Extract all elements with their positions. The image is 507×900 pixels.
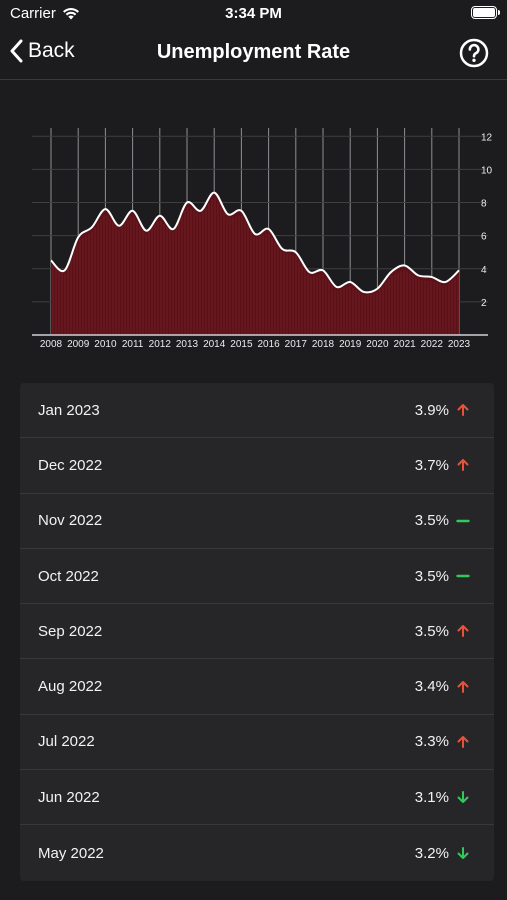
- wifi-icon: [62, 7, 79, 20]
- arrow-up-icon: [457, 680, 469, 693]
- dash-icon: [456, 574, 470, 578]
- y-tick-label: 4: [481, 265, 487, 276]
- list-item-value: 3.2%: [414, 844, 449, 862]
- list-item-value-group: 3.3%: [415, 733, 470, 750]
- back-button[interactable]: Back: [10, 39, 75, 63]
- x-tick-label: 2009: [67, 339, 90, 350]
- x-tick-label: 2020: [366, 339, 389, 350]
- list-item[interactable]: Nov 2022 3.5%: [20, 494, 494, 549]
- list-item-value: 3.3%: [414, 733, 449, 751]
- chevron-left-icon: [10, 39, 23, 63]
- arrow-down-icon: [457, 847, 469, 860]
- list-item-value-group: 3.5%: [415, 568, 470, 585]
- y-tick-label: 8: [481, 199, 487, 210]
- chart-area-hatching: [52, 197, 459, 335]
- list-item[interactable]: Jan 2023 3.9%: [20, 383, 494, 439]
- list-item-month: Dec 2022: [38, 456, 103, 474]
- x-tick-label: 2012: [149, 339, 172, 350]
- back-label: Back: [28, 39, 75, 62]
- status-bar: Carrier 3:34 PM: [0, 0, 507, 28]
- list-item-value: 3.7%: [414, 456, 449, 474]
- arrow-up-icon: [457, 735, 469, 748]
- list-item-month: Nov 2022: [38, 512, 103, 530]
- chart-area-fill: [51, 192, 459, 335]
- x-tick-label: 2021: [393, 339, 416, 350]
- list-item-value-group: 3.2%: [415, 845, 470, 862]
- list-item-value-group: 3.1%: [415, 789, 470, 806]
- arrow-down-icon: [457, 791, 469, 804]
- y-tick-label: 6: [481, 232, 487, 243]
- x-tick-label: 2018: [312, 339, 335, 350]
- arrow-up-icon: [457, 459, 469, 472]
- unemployment-chart: 2008 2009 2010 2011 2012 2013 2014 2015 2016 2017…: [32, 128, 493, 350]
- list-item-value: 3.9%: [414, 401, 449, 419]
- page-title: Unemployment Rate: [156, 41, 351, 63]
- navigation-bar: Back Unemployment Rate: [0, 28, 507, 80]
- chart-x-tick-labels: 2008 2009 2010 2011 2012 2013 2014 2015 2016 2017…: [40, 339, 471, 350]
- status-time: 3:34 PM: [225, 5, 282, 22]
- list-item-month: Jan 2023: [38, 401, 100, 419]
- list-item-value-group: 3.9%: [415, 402, 470, 419]
- arrow-up-icon: [457, 404, 469, 417]
- list-item-month: Jul 2022: [38, 733, 95, 751]
- x-tick-label: 2023: [448, 339, 471, 350]
- x-tick-label: 2011: [122, 339, 144, 350]
- list-item-value: 3.5%: [414, 622, 449, 640]
- list-item-value-group: 3.4%: [415, 678, 470, 695]
- x-tick-label: 2008: [40, 339, 63, 350]
- list-item[interactable]: Dec 2022 3.7%: [20, 438, 494, 494]
- carrier-label: Carrier: [10, 5, 56, 22]
- list-item-month: Oct 2022: [38, 567, 99, 585]
- list-item[interactable]: Aug 2022 3.4%: [20, 659, 494, 715]
- arrow-up-icon: [457, 625, 469, 638]
- x-tick-label: 2017: [285, 339, 308, 350]
- list-item-value: 3.5%: [414, 512, 449, 530]
- x-tick-label: 2022: [421, 339, 444, 350]
- list-item[interactable]: May 2022 3.2%: [20, 825, 494, 880]
- y-tick-label: 10: [481, 165, 493, 176]
- list-item-month: Sep 2022: [38, 622, 103, 640]
- list-item-value: 3.4%: [414, 678, 449, 696]
- battery-level: [473, 8, 495, 17]
- battery-icon: [471, 6, 500, 19]
- y-tick-label: 12: [481, 132, 493, 143]
- x-tick-label: 2019: [339, 339, 362, 350]
- list-item-month: May 2022: [38, 844, 104, 862]
- list-item-value: 3.5%: [414, 567, 449, 585]
- x-tick-label: 2013: [176, 339, 199, 350]
- list-item[interactable]: Jun 2022 3.1%: [20, 770, 494, 826]
- list-item[interactable]: Oct 2022 3.5%: [20, 549, 494, 605]
- list-item-value-group: 3.5%: [415, 512, 470, 529]
- y-tick-label: 2: [481, 298, 487, 309]
- help-button[interactable]: [459, 38, 489, 68]
- list-item-value-group: 3.7%: [415, 457, 470, 474]
- chart-series-line: [50, 191, 460, 294]
- chart-y-tick-labels: 2 4 6 8 10 12: [481, 132, 493, 309]
- list-item-month: Aug 2022: [38, 678, 103, 696]
- carrier-group: Carrier: [10, 5, 80, 22]
- list-item-value-group: 3.5%: [415, 623, 470, 640]
- list-item-month: Jun 2022: [38, 788, 100, 806]
- list-item[interactable]: Jul 2022 3.3%: [20, 715, 494, 771]
- x-tick-label: 2014: [203, 339, 226, 350]
- dash-icon: [456, 519, 470, 522]
- x-tick-label: 2010: [94, 339, 117, 350]
- list-item-value: 3.1%: [414, 788, 449, 806]
- list-item[interactable]: Sep 2022 3.5%: [20, 604, 494, 660]
- x-tick-label: 2016: [257, 339, 280, 350]
- rate-history-list: Jan 2023 3.9% Dec 2022 3.7% Nov 2022 3.5% Oct …: [20, 383, 494, 881]
- x-tick-label: 2015: [230, 339, 253, 350]
